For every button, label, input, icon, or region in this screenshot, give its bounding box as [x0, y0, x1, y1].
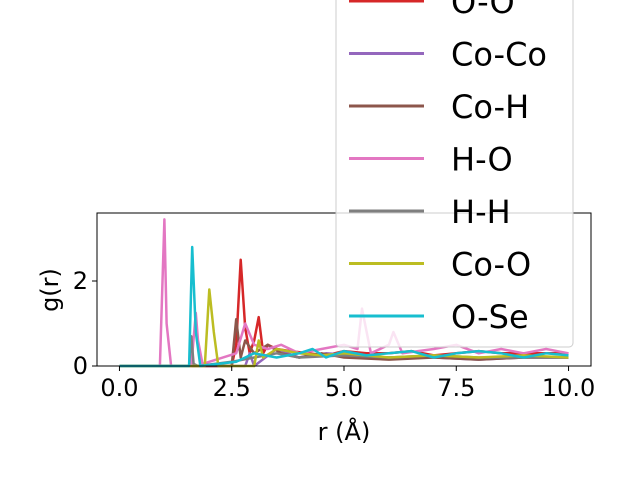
y-axis-ticks: 02 [73, 267, 97, 380]
y-axis-label: g(r) [36, 268, 64, 312]
x-tick-label: 5.0 [325, 374, 363, 402]
x-axis-label: r (Å) [318, 417, 371, 446]
series-line-co-o [119, 288, 569, 368]
series-line-o-se [119, 245, 569, 368]
legend-label-co-h: Co-H [451, 88, 529, 126]
x-axis-ticks: 0.0 2.5 5.0 7.5 10.0 [100, 366, 595, 402]
x-tick-label: 0.0 [100, 374, 138, 402]
legend-label-h-o: H-O [451, 141, 513, 179]
legend-label-co-o: Co-O [451, 246, 531, 284]
y-tick-label: 2 [73, 267, 88, 295]
y-tick-label: 0 [73, 352, 88, 380]
x-tick-label: 10.0 [542, 374, 595, 402]
legend-label-co-co: Co-Co [451, 36, 547, 74]
legend-label-o-o: O-O [451, 0, 515, 21]
legend-frame [335, 0, 574, 348]
legend-label-h-h: H-H [451, 193, 511, 231]
x-tick-label: 2.5 [213, 374, 251, 402]
x-tick-label: 7.5 [437, 374, 475, 402]
legend-label-o-se: O-Se [451, 298, 529, 336]
legend: O-O Co-Co Co-H H-O H-H Co-O O-Se [335, 0, 574, 348]
